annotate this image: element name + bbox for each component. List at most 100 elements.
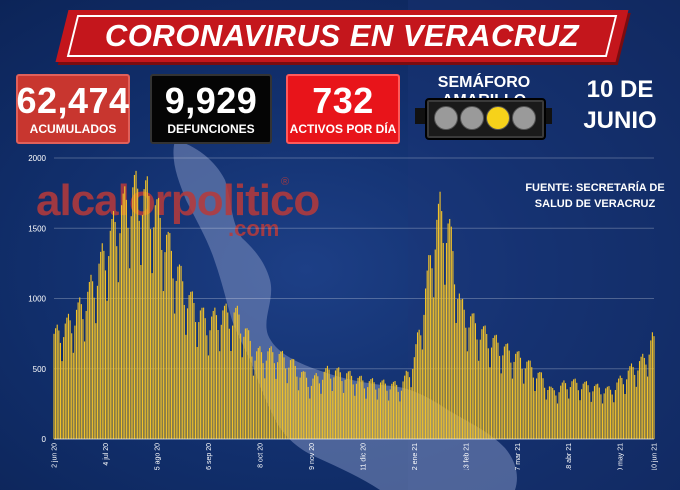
x-tick-label: 10 jun 21 [652, 443, 659, 470]
bar [378, 388, 380, 439]
bar [199, 310, 201, 439]
bar [95, 323, 97, 439]
bar [85, 310, 87, 439]
bar [243, 336, 245, 439]
bar [93, 297, 95, 439]
bar [478, 360, 480, 439]
bar [482, 326, 485, 439]
bar [455, 322, 457, 439]
stat-defunciones-label: DEFUNCIONES [167, 122, 255, 136]
bar [614, 390, 616, 439]
x-tick-label: 20 may 21 [618, 443, 625, 470]
bar [394, 381, 396, 439]
bar [600, 394, 602, 439]
bar [149, 229, 152, 439]
bar [526, 361, 528, 439]
bar [577, 390, 579, 439]
bar [371, 378, 374, 439]
bar [463, 309, 465, 439]
bar [563, 380, 565, 439]
bar [177, 266, 179, 439]
bar [618, 378, 620, 439]
bar [431, 268, 433, 439]
bar [346, 373, 348, 439]
bar [201, 307, 203, 439]
bar [267, 351, 269, 439]
bar [593, 386, 596, 439]
bar [510, 362, 512, 439]
traffic-light-lamp-2 [460, 106, 484, 130]
stat-defunciones-value: 9,929 [164, 80, 258, 121]
bar [265, 360, 267, 439]
bar [585, 381, 588, 439]
bar [515, 353, 517, 439]
bar [304, 371, 306, 439]
bar [508, 350, 510, 439]
bar [191, 291, 193, 439]
bar [100, 251, 102, 439]
bar [423, 314, 425, 439]
bar [240, 333, 242, 439]
bar [77, 302, 79, 439]
bar [151, 273, 153, 439]
bar [314, 375, 316, 439]
bar [193, 302, 195, 439]
bar [186, 308, 189, 439]
bar [270, 346, 272, 439]
bar [410, 387, 412, 439]
bar [447, 223, 449, 439]
bar [365, 398, 367, 439]
bar [587, 385, 589, 439]
source-line-1: FUENTE: SECRETARÍA DE [525, 182, 665, 194]
bar [106, 300, 108, 439]
bar [58, 330, 60, 439]
bar [146, 176, 148, 439]
bar [357, 377, 359, 439]
bar [315, 373, 317, 439]
bar [415, 344, 417, 439]
bar [286, 383, 288, 439]
bar [384, 383, 386, 439]
bar [425, 288, 427, 439]
bar [124, 186, 126, 439]
bar [174, 313, 176, 439]
bar [595, 384, 597, 439]
bar [502, 355, 504, 439]
bar [212, 310, 214, 439]
watermark-tld: .com [228, 216, 280, 241]
stat-activos: 732 ACTIVOS POR DÍA [286, 74, 400, 144]
bar [465, 327, 467, 439]
bar [452, 251, 454, 439]
bar [238, 314, 240, 439]
bar [363, 388, 366, 439]
bar [632, 366, 634, 439]
bar [325, 368, 327, 439]
bar [273, 363, 275, 439]
x-tick-label: 12 ene 21 [412, 443, 419, 470]
bar [362, 380, 364, 439]
bar [389, 389, 391, 439]
bar [283, 357, 285, 439]
bar [428, 255, 430, 439]
bar [651, 332, 653, 439]
bar [407, 371, 409, 439]
bar [494, 335, 496, 439]
bar [605, 388, 607, 439]
date-label: 10 DE JUNIO [570, 74, 670, 136]
bar [500, 373, 502, 439]
bar [188, 295, 190, 439]
bar [215, 315, 218, 439]
bar [373, 382, 375, 439]
bar [248, 330, 250, 439]
stat-activos-label: ACTIVOS POR DÍA [289, 122, 397, 136]
bar [418, 329, 420, 439]
bar [568, 398, 570, 439]
bar [293, 359, 295, 439]
bar [74, 325, 76, 439]
bar [519, 357, 522, 439]
bar [630, 363, 633, 439]
bar [555, 395, 557, 439]
bar [323, 371, 325, 439]
bar [64, 323, 66, 439]
bar [339, 372, 341, 439]
